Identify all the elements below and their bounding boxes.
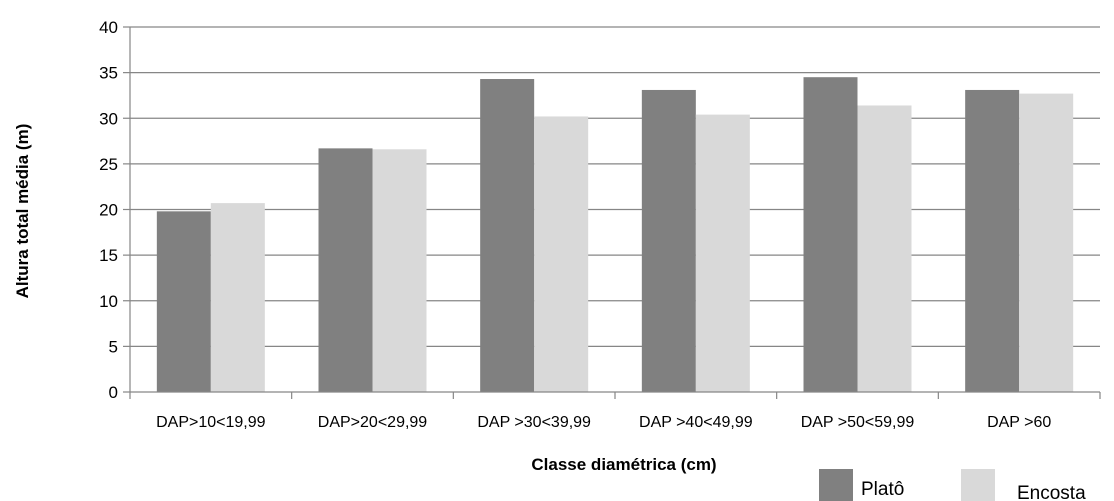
gridlines xyxy=(123,26,1100,393)
legend-swatch xyxy=(819,469,853,501)
bar-encosta xyxy=(1019,93,1074,393)
bar-encosta xyxy=(372,149,427,392)
legend-label: Platô xyxy=(861,479,904,500)
y-axis-title: Altura total média (m) xyxy=(13,124,32,299)
bar-encosta xyxy=(695,114,750,392)
bar-plat- xyxy=(156,211,211,392)
x-axis-title: Classe diamétrica (cm) xyxy=(531,455,716,474)
bar-encosta xyxy=(534,116,589,393)
y-tick-label: 0 xyxy=(109,383,118,402)
legend-label: Encosta xyxy=(1017,483,1086,501)
y-tick-label: 15 xyxy=(99,246,118,265)
x-tick-labels: DAP>10<19,99 DAP>20<29,99 DAP >30<39,99 DAP… xyxy=(156,414,1051,431)
bar-encosta xyxy=(857,105,912,392)
axes xyxy=(129,27,1101,399)
x-tick-label: DAP>20<29,99 xyxy=(318,414,428,431)
bars xyxy=(156,77,1074,393)
legend: Platô Encosta xyxy=(819,469,1086,501)
y-tick-label: 30 xyxy=(99,109,118,128)
y-tick-labels: 0 5 10 15 20 25 30 35 40 xyxy=(99,18,118,402)
y-tick-label: 20 xyxy=(99,201,118,220)
bar-plat- xyxy=(318,148,373,392)
x-tick-label: DAP>10<19,99 xyxy=(156,414,266,431)
x-tick-label: DAP >30<39,99 xyxy=(477,414,591,431)
bar-plat- xyxy=(480,79,535,392)
bar-plat- xyxy=(803,77,858,392)
y-tick-label: 5 xyxy=(109,337,118,356)
y-tick-label: 10 xyxy=(99,292,118,311)
bar-encosta xyxy=(210,203,265,392)
bar-plat- xyxy=(641,89,696,393)
y-tick-label: 40 xyxy=(99,18,118,37)
bar-plat- xyxy=(965,89,1020,393)
x-tick-label: DAP >40<49,99 xyxy=(639,414,753,431)
x-tick-label: DAP >60 xyxy=(987,414,1051,431)
y-tick-label: 25 xyxy=(99,155,118,174)
legend-swatch xyxy=(961,469,995,501)
y-tick-label: 35 xyxy=(99,64,118,83)
x-tick-label: DAP >50<59,99 xyxy=(801,414,915,431)
